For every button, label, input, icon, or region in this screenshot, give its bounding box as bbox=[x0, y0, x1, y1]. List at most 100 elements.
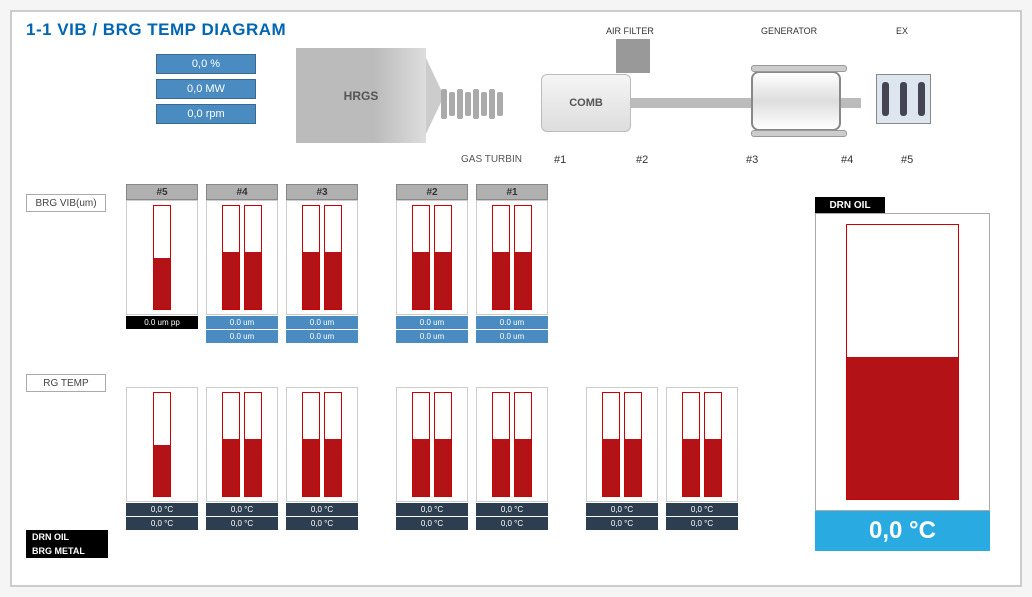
gauge-value: 0,0 °C bbox=[476, 516, 548, 530]
bar-outline bbox=[602, 392, 620, 497]
gauge-value: 0,0 °C bbox=[126, 516, 198, 530]
ex-icon bbox=[876, 74, 931, 124]
gauge-value: 0,0 °C bbox=[396, 502, 468, 516]
bar-outline bbox=[153, 205, 171, 310]
air-filter-label: AIR FILTER bbox=[606, 26, 654, 36]
turbine-icon bbox=[441, 84, 536, 124]
bar-outline bbox=[302, 392, 320, 497]
gauge-body bbox=[586, 387, 658, 502]
bar-outline bbox=[514, 392, 532, 497]
gauge: 0,0 °C0,0 °C bbox=[586, 387, 658, 530]
gauge-value: 0.0 um bbox=[476, 329, 548, 343]
bar-outline bbox=[682, 392, 700, 497]
gauge-body bbox=[126, 387, 198, 502]
gauge-header: #2 bbox=[396, 184, 468, 200]
pos-2: #2 bbox=[636, 154, 648, 166]
diagram-panel: 1-1 VIB / BRG TEMP DIAGRAM 0,0 % 0,0 MW … bbox=[10, 10, 1022, 587]
bar-outline bbox=[222, 205, 240, 310]
stat-rpm: 0,0 rpm bbox=[156, 104, 256, 124]
bar-outline bbox=[704, 392, 722, 497]
stat-mw: 0,0 MW bbox=[156, 79, 256, 99]
bar-outline bbox=[244, 205, 262, 310]
gauge-body bbox=[476, 200, 548, 315]
row2-side-labels: DRN OIL BRG METAL bbox=[26, 530, 108, 558]
gauge-header: #4 bbox=[206, 184, 278, 200]
gauge-body bbox=[206, 200, 278, 315]
turbine-label: GAS TURBIN bbox=[461, 154, 522, 165]
gauge: #5 0.0 um pp bbox=[126, 184, 198, 329]
gauge: #1 0.0 um0.0 um bbox=[476, 184, 548, 343]
gauge-value: 0.0 um bbox=[286, 315, 358, 329]
pos-5: #5 bbox=[901, 154, 913, 166]
bar-outline bbox=[492, 205, 510, 310]
gauge-value: 0.0 um bbox=[206, 315, 278, 329]
gauge-body bbox=[666, 387, 738, 502]
generator-icon bbox=[751, 59, 841, 144]
generator-label: GENERATOR bbox=[761, 26, 817, 36]
gauge-value: 0.0 um pp bbox=[126, 315, 198, 329]
bar-outline bbox=[244, 392, 262, 497]
drn-oil-panel: DRN OIL 0,0 °C bbox=[815, 197, 990, 551]
gauge: #3 0.0 um0.0 um bbox=[286, 184, 358, 343]
bar-outline bbox=[434, 205, 452, 310]
hrgs-block: HRGS bbox=[296, 48, 426, 143]
bar-outline bbox=[324, 392, 342, 497]
gauge-value: 0,0 °C bbox=[666, 516, 738, 530]
gauge-value: 0.0 um bbox=[476, 315, 548, 329]
gauge-value: 0,0 °C bbox=[396, 516, 468, 530]
pos-4: #4 bbox=[841, 154, 853, 166]
bar-outline bbox=[412, 205, 430, 310]
gauge-body bbox=[286, 387, 358, 502]
gauge-body bbox=[476, 387, 548, 502]
gauge-body bbox=[396, 387, 468, 502]
air-filter-icon bbox=[616, 39, 650, 73]
gauge-body bbox=[396, 200, 468, 315]
gauge-value: 0,0 °C bbox=[286, 516, 358, 530]
gauge-header: #5 bbox=[126, 184, 198, 200]
ex-label: EX bbox=[896, 26, 908, 36]
bar-outline bbox=[302, 205, 320, 310]
gauge-body bbox=[206, 387, 278, 502]
gauge: #4 0.0 um0.0 um bbox=[206, 184, 278, 343]
gauge-value: 0,0 °C bbox=[586, 502, 658, 516]
pos-1: #1 bbox=[554, 154, 566, 166]
row1-label: BRG VIB(um) bbox=[26, 194, 106, 212]
side-brg-metal: BRG METAL bbox=[26, 544, 108, 558]
gauge-value: 0.0 um bbox=[206, 329, 278, 343]
drn-oil-value: 0,0 °C bbox=[815, 511, 990, 551]
bar-outline bbox=[153, 392, 171, 497]
gauge-value: 0,0 °C bbox=[126, 502, 198, 516]
gauge: 0,0 °C0,0 °C bbox=[476, 387, 548, 530]
gauge-body bbox=[126, 200, 198, 315]
row2-label: RG TEMP bbox=[26, 374, 106, 392]
bar-outline bbox=[492, 392, 510, 497]
gauge-value: 0,0 °C bbox=[286, 502, 358, 516]
gauge-header: #1 bbox=[476, 184, 548, 200]
side-drn-oil: DRN OIL bbox=[26, 530, 108, 544]
gauge: 0,0 °C0,0 °C bbox=[206, 387, 278, 530]
gauge-value: 0,0 °C bbox=[206, 516, 278, 530]
gauge-value: 0,0 °C bbox=[586, 516, 658, 530]
stat-pct: 0,0 % bbox=[156, 54, 256, 74]
bar-outline bbox=[412, 392, 430, 497]
drn-oil-body bbox=[815, 213, 990, 511]
gauge-value: 0,0 °C bbox=[666, 502, 738, 516]
gauge: #2 0.0 um0.0 um bbox=[396, 184, 468, 343]
page-title: 1-1 VIB / BRG TEMP DIAGRAM bbox=[26, 20, 1006, 40]
gauge: 0,0 °C0,0 °C bbox=[126, 387, 198, 530]
bar-outline bbox=[222, 392, 240, 497]
comb-block: COMB bbox=[541, 74, 631, 132]
drn-oil-heading: DRN OIL bbox=[815, 197, 885, 213]
gauge-body bbox=[286, 200, 358, 315]
bar-outline bbox=[434, 392, 452, 497]
bar-outline bbox=[624, 392, 642, 497]
schematic-row: 0,0 % 0,0 MW 0,0 rpm HRGS GAS TURBIN AIR… bbox=[26, 44, 1006, 179]
gauge-value: 0.0 um bbox=[396, 315, 468, 329]
bar-outline bbox=[324, 205, 342, 310]
gauge-value: 0,0 °C bbox=[476, 502, 548, 516]
gauge-value: 0.0 um bbox=[396, 329, 468, 343]
gauge: 0,0 °C0,0 °C bbox=[396, 387, 468, 530]
gauge-value: 0.0 um bbox=[286, 329, 358, 343]
gauge-header: #3 bbox=[286, 184, 358, 200]
gauge-value: 0,0 °C bbox=[206, 502, 278, 516]
